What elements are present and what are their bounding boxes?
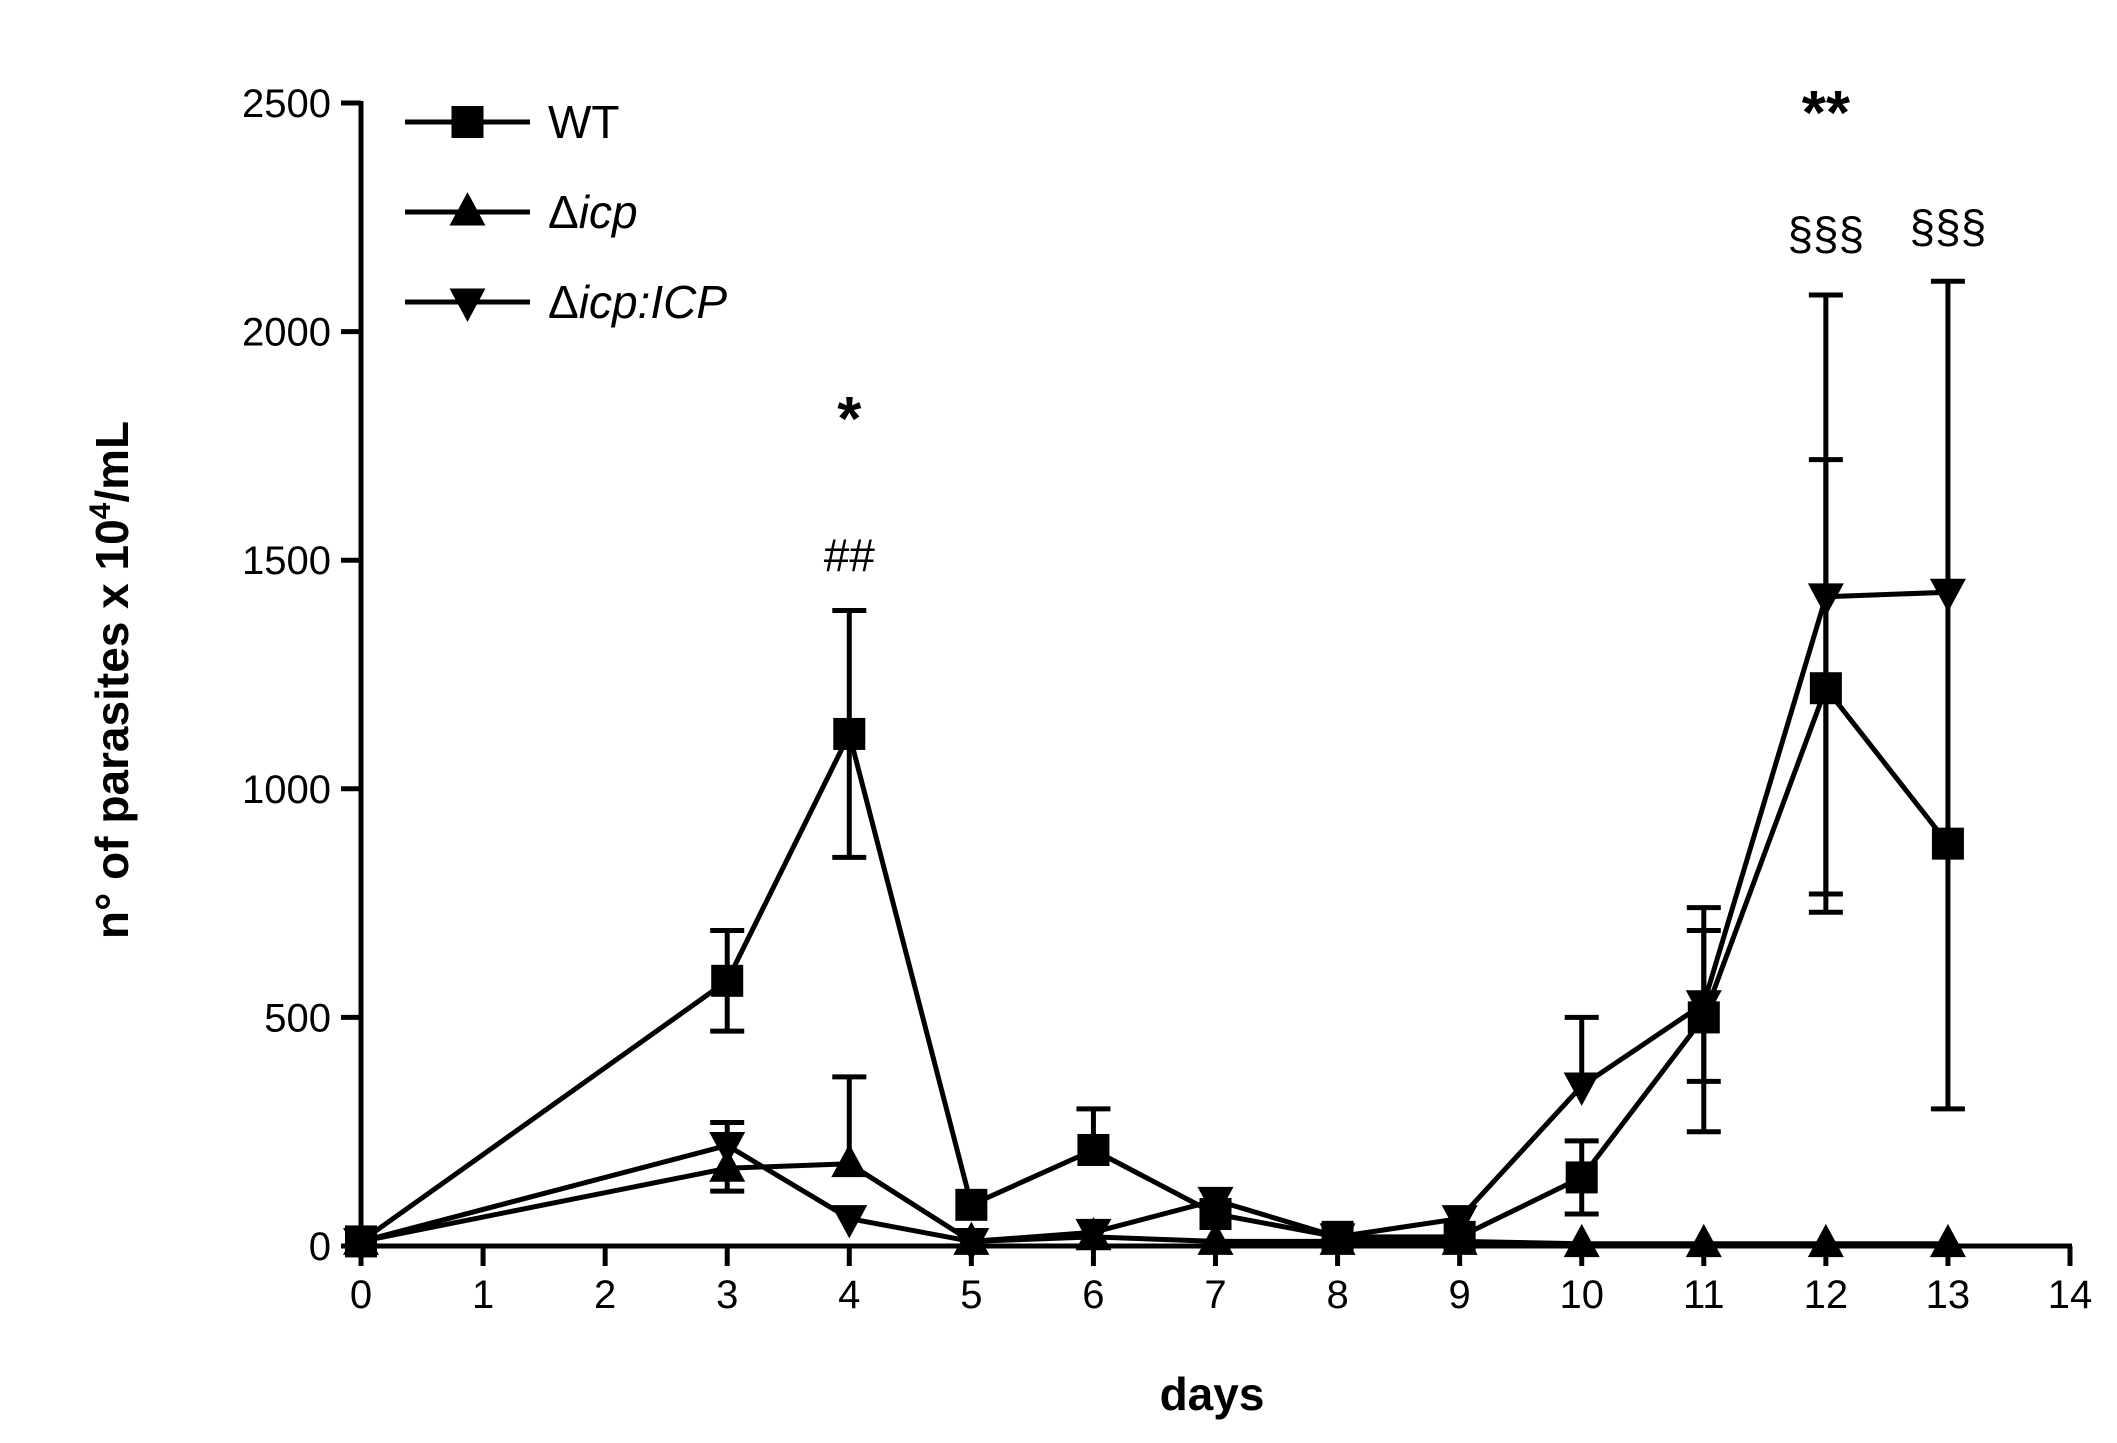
y-tick-label: 0 bbox=[309, 1225, 331, 1269]
legend-label-delta: Δ bbox=[548, 186, 579, 238]
data-point-dicp-icp bbox=[1685, 990, 1722, 1024]
series-dicp-icp bbox=[343, 278, 1966, 1262]
y-tick-label: 500 bbox=[264, 996, 331, 1040]
x-tick-label: 1 bbox=[472, 1273, 494, 1317]
annotation-label: * bbox=[837, 385, 862, 454]
data-point-dicp-icp bbox=[709, 1131, 746, 1166]
data-point-dicp-icp bbox=[1807, 583, 1844, 617]
legend-label-text: icp bbox=[579, 186, 638, 238]
data-point-wt bbox=[1565, 1161, 1598, 1194]
data-point-wt bbox=[711, 964, 744, 997]
y-tick-label: 1500 bbox=[242, 539, 331, 583]
data-point-dicp-icp bbox=[1929, 578, 1966, 613]
data-point-dicp-icp bbox=[1441, 1205, 1478, 1239]
data-point-dicp-icp bbox=[1319, 1223, 1356, 1257]
data-point-dicp bbox=[1197, 1221, 1234, 1255]
annotation-label: §§§ bbox=[1910, 201, 1987, 253]
y-tick-label: 2500 bbox=[242, 82, 331, 126]
data-point-dicp bbox=[1563, 1223, 1600, 1258]
data-point-dicp-icp bbox=[1563, 1072, 1600, 1106]
x-tick-label: 10 bbox=[1559, 1273, 1604, 1317]
legend-label: Δicp bbox=[548, 186, 638, 238]
legend-entry-dicp-icp: Δicp:ICP bbox=[405, 276, 727, 328]
y-axis-title-unit: /mL bbox=[86, 421, 138, 503]
y-axis-title: n° of parasites x 104/mL bbox=[84, 421, 138, 939]
series-line-wt bbox=[359, 685, 1950, 1244]
y-tick-label: 2000 bbox=[242, 311, 331, 355]
legend-entry-dicp: Δicp bbox=[405, 186, 638, 238]
data-point-dicp bbox=[1685, 1223, 1722, 1258]
x-axis-title: days bbox=[1160, 1368, 1265, 1420]
data-point-dicp bbox=[1929, 1223, 1966, 1258]
legend-entry-wt: WT bbox=[405, 96, 620, 148]
x-tick-label: 13 bbox=[1926, 1273, 1971, 1317]
data-point-dicp-icp bbox=[343, 1227, 379, 1262]
series-line-dicp-icp bbox=[360, 589, 1949, 1244]
x-tick-label: 5 bbox=[960, 1273, 982, 1317]
legend-marker bbox=[449, 288, 486, 322]
x-tick-label: 4 bbox=[838, 1273, 860, 1317]
legend-marker bbox=[451, 106, 484, 138]
legend-label-text: WT bbox=[548, 96, 620, 148]
x-tick-label: 2 bbox=[594, 1273, 616, 1317]
data-point-dicp bbox=[831, 1143, 868, 1178]
x-tick-label: 11 bbox=[1683, 1273, 1725, 1317]
x-tick-label: 3 bbox=[716, 1273, 738, 1317]
x-tick-label: 6 bbox=[1082, 1273, 1104, 1317]
x-tick-label: 14 bbox=[2048, 1273, 2093, 1317]
y-axis-ticks: 0 500 1000 1500 2000 2500 bbox=[242, 82, 361, 1269]
annotation-label: ** bbox=[1802, 79, 1851, 148]
data-point-dicp bbox=[1807, 1223, 1844, 1258]
y-tick-label: 1000 bbox=[242, 768, 331, 812]
x-tick-label: 8 bbox=[1326, 1273, 1348, 1317]
x-tick-label: 0 bbox=[350, 1273, 372, 1317]
y-axis-title-exponent: 4 bbox=[84, 502, 117, 519]
legend-label: Δicp:ICP bbox=[548, 276, 727, 328]
data-point-dicp-icp bbox=[1197, 1186, 1234, 1221]
legend-label: WT bbox=[548, 96, 620, 148]
legend-marker bbox=[449, 192, 486, 226]
data-point-wt bbox=[955, 1188, 988, 1221]
data-point-wt bbox=[833, 717, 866, 750]
data-series bbox=[343, 278, 1966, 1262]
x-tick-label: 9 bbox=[1449, 1273, 1471, 1317]
data-point-dicp-icp bbox=[831, 1205, 868, 1239]
annotation-label: §§§ bbox=[1787, 207, 1864, 259]
x-tick-label: 12 bbox=[1804, 1273, 1849, 1317]
legend-label-text: icp:ICP bbox=[579, 276, 728, 328]
annotation-label: ## bbox=[824, 530, 876, 582]
series-wt bbox=[345, 457, 1964, 1258]
significance-annotations: * ## ** §§§ §§§ bbox=[824, 79, 1987, 582]
legend-label-delta: Δ bbox=[548, 276, 579, 328]
series-dicp bbox=[343, 1074, 1966, 1258]
data-point-dicp-icp bbox=[1075, 1218, 1112, 1253]
x-tick-label: 7 bbox=[1204, 1273, 1226, 1317]
series-line-dicp bbox=[360, 1161, 1948, 1247]
x-axis-ticks: 0 1 2 3 4 5 6 7 8 9 10 11 12 13 14 bbox=[350, 1246, 2092, 1317]
data-point-wt bbox=[1077, 1133, 1110, 1166]
data-point-dicp-icp bbox=[953, 1227, 990, 1262]
